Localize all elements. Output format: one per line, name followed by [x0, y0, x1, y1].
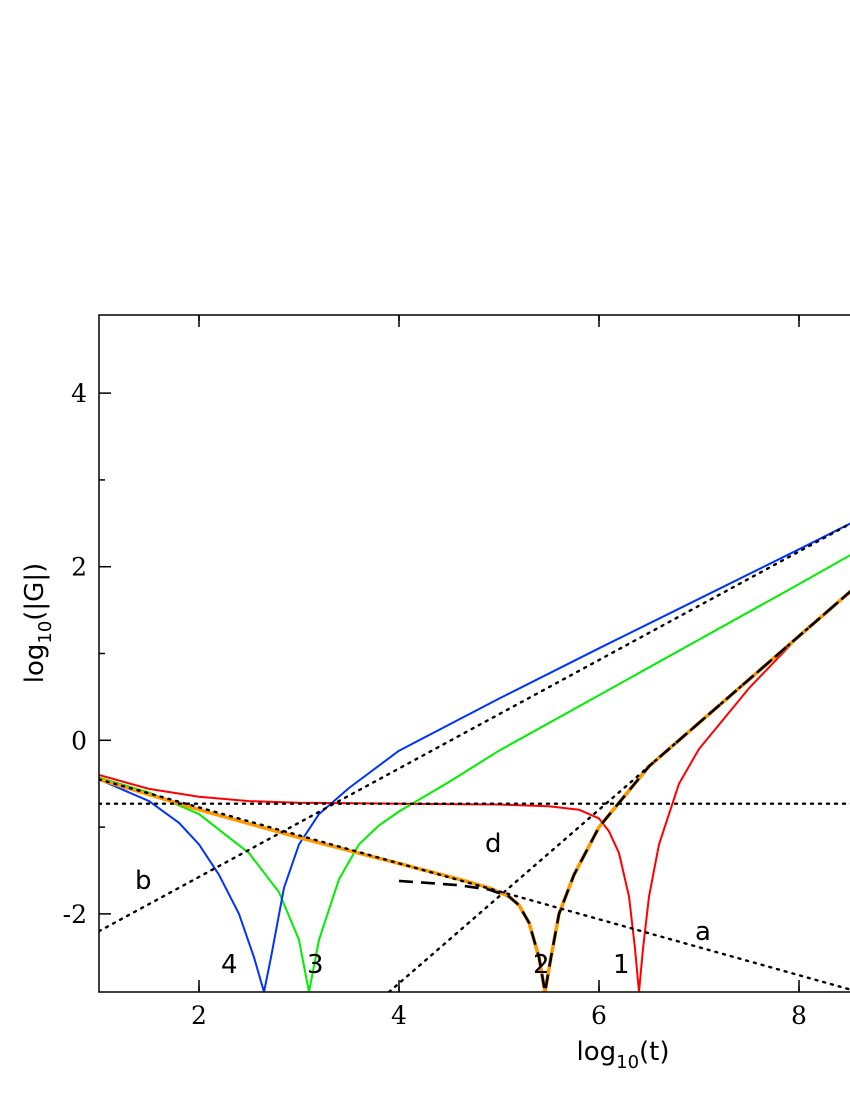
- series-line-3: [99, 522, 850, 992]
- x-tick-label: 6: [591, 1001, 607, 1030]
- series-line-2: [99, 554, 850, 992]
- asymptote-label-b: b: [135, 866, 152, 896]
- series-line-8: [99, 522, 850, 933]
- series-line-5: [398, 590, 850, 992]
- x-tick-label: 8: [791, 1001, 807, 1030]
- series-layer: [99, 522, 850, 992]
- series-line-4: [99, 589, 850, 992]
- asymptote-label-d: d: [485, 829, 502, 859]
- x-tick-label: 4: [391, 1001, 407, 1030]
- asymptote-label-a: a: [695, 917, 711, 947]
- y-tick-label: 4: [71, 379, 87, 408]
- curve-label-3: 3: [307, 950, 324, 980]
- y-tick-label: 0: [71, 726, 87, 755]
- series-line-1: [99, 590, 850, 992]
- y-tick-label: 2: [71, 553, 87, 582]
- y-tick-label: -2: [63, 900, 87, 929]
- y-axis-title: log10(|G|): [20, 563, 56, 684]
- curve-label-4: 4: [221, 950, 238, 980]
- x-tick-label: 2: [191, 1001, 207, 1030]
- curve-label-2: 2: [533, 950, 550, 980]
- plot-frame: [98, 314, 850, 993]
- curve-label-1: 1: [613, 950, 630, 980]
- series-line-7: [99, 778, 850, 991]
- series-line-9: [387, 590, 850, 992]
- x-axis-title: log10(t): [576, 1037, 669, 1073]
